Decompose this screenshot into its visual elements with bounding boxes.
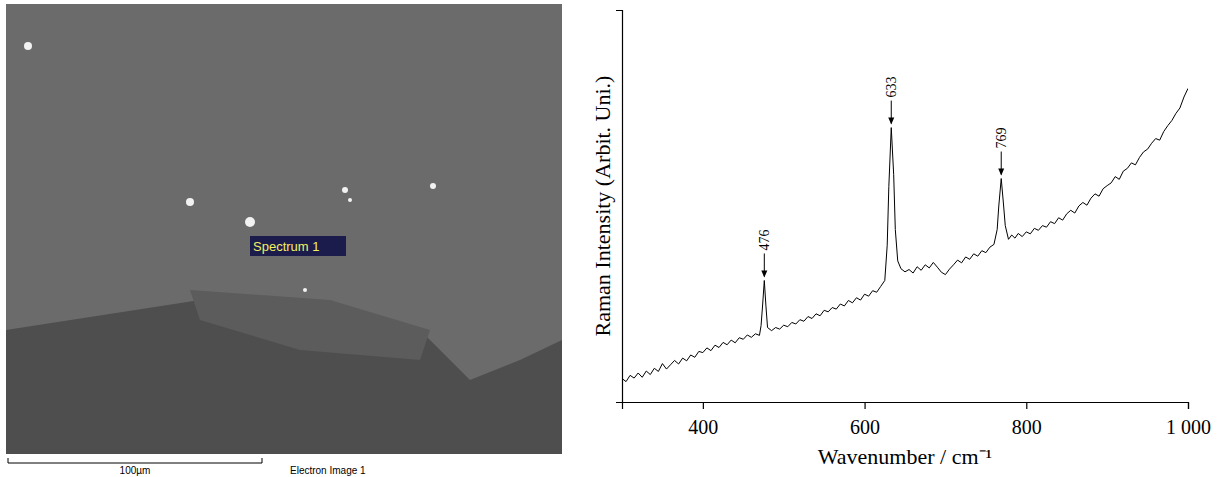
spectrum-label-box bbox=[250, 236, 346, 256]
x-axis-line bbox=[623, 403, 1189, 410]
x-tick: 600 bbox=[850, 402, 880, 438]
peak-label: 769 bbox=[994, 128, 1009, 149]
x-tick-label: 400 bbox=[688, 416, 718, 438]
x-tick-mark bbox=[864, 402, 865, 409]
x-tick-mark bbox=[1188, 402, 1189, 409]
sem-bright-spot bbox=[24, 42, 32, 50]
peak-arrow-head bbox=[998, 169, 1004, 176]
spectrum-label: Spectrum 1 bbox=[253, 239, 319, 254]
spectrum-line bbox=[622, 88, 1188, 381]
peak-arrow-head bbox=[761, 270, 767, 277]
figure: Spectrum 1 100µm Electron Image 1 400 600 800… bbox=[0, 0, 1227, 477]
sem-image bbox=[6, 4, 562, 454]
sem-mid-region bbox=[190, 290, 430, 360]
sem-bright-spot bbox=[245, 217, 255, 227]
peak-annotations: 476 633 769 bbox=[757, 77, 1009, 278]
plot-area bbox=[622, 88, 1188, 381]
x-tick-mark bbox=[1026, 402, 1027, 409]
sem-bright-spot bbox=[342, 187, 348, 193]
scale-bar-label: 100µm bbox=[120, 465, 151, 476]
y-axis-line bbox=[616, 11, 623, 403]
peak-label: 633 bbox=[884, 77, 899, 98]
peak-label: 476 bbox=[757, 229, 772, 250]
y-axis-title: Raman Intensity (Arbit. Uni.) bbox=[590, 76, 615, 337]
x-axis-title: Wavenumber / cm⁻¹ bbox=[818, 444, 992, 469]
x-tick-label: 800 bbox=[1012, 416, 1042, 438]
x-tick-label: 600 bbox=[850, 416, 880, 438]
y-axis bbox=[616, 11, 623, 403]
x-axis: 400 600 800 1 000 bbox=[623, 402, 1212, 438]
x-tick: 400 bbox=[688, 402, 718, 438]
x-tick-mark bbox=[703, 402, 704, 409]
sem-bright-spot bbox=[186, 198, 194, 206]
scale-bar bbox=[8, 458, 262, 463]
x-tick: 1 000 bbox=[1166, 402, 1211, 438]
x-tick: 800 bbox=[1012, 402, 1042, 438]
sem-panel: Spectrum 1 100µm Electron Image 1 bbox=[6, 4, 562, 476]
sem-bright-spot bbox=[303, 288, 307, 292]
image-caption: Electron Image 1 bbox=[290, 465, 366, 476]
x-tick-label: 1 000 bbox=[1166, 416, 1211, 438]
sem-bright-spot bbox=[430, 183, 436, 189]
sem-bright-spot bbox=[348, 198, 352, 202]
peak-arrow-head bbox=[888, 118, 894, 125]
